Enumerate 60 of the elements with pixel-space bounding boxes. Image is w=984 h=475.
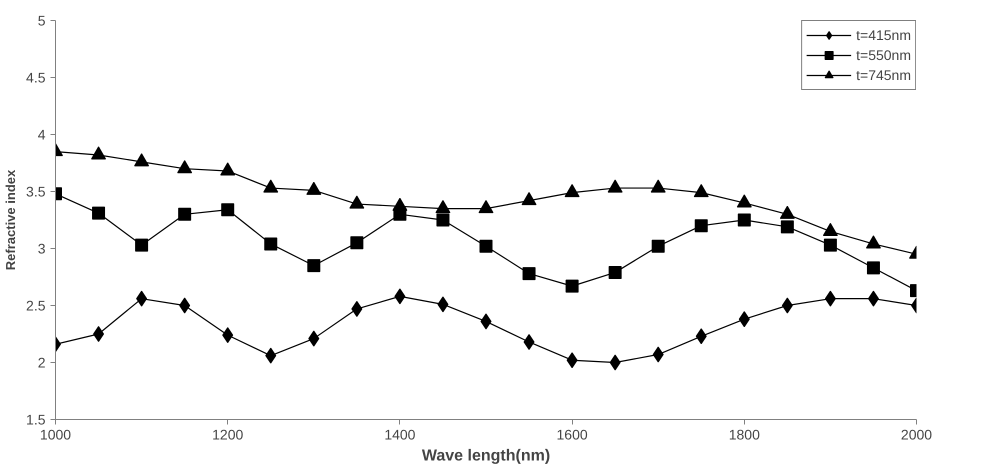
point [694, 219, 708, 232]
legend-label: t=550nm [856, 47, 911, 63]
point [349, 195, 364, 209]
legend-label: t=415nm [856, 27, 911, 43]
point [650, 179, 666, 193]
point [822, 222, 838, 236]
point [610, 354, 621, 370]
y-tick-label: 4.5 [26, 70, 46, 86]
x-tick-label: 2000 [900, 426, 932, 442]
point [866, 235, 881, 248]
point [780, 220, 794, 234]
point [92, 206, 106, 220]
point [564, 184, 580, 198]
point [522, 267, 536, 280]
y-tick-label: 3 [38, 240, 46, 256]
point [738, 214, 751, 226]
point [652, 240, 665, 253]
x-tick-label: 1200 [212, 426, 244, 442]
point [263, 179, 278, 193]
x-tick-label: 1400 [384, 426, 416, 442]
point [522, 192, 537, 206]
x-tick-label: 1800 [728, 426, 760, 442]
point [179, 298, 190, 314]
point [220, 162, 236, 176]
y-tick-label: 4 [38, 126, 46, 142]
x-tick-label: 1000 [40, 426, 72, 442]
point [608, 179, 623, 193]
y-tick-label: 3.5 [26, 184, 46, 200]
point [392, 198, 408, 211]
y-tick-label: 2 [38, 354, 46, 370]
y-axis-title: Refractive index [3, 169, 18, 270]
y-tick-label: 1.5 [26, 412, 46, 428]
point [91, 146, 106, 160]
point [264, 237, 278, 250]
point [177, 160, 192, 174]
point [436, 214, 450, 226]
point [782, 298, 793, 314]
point [780, 206, 795, 219]
x-axis-title: Wave length(nm) [422, 448, 550, 464]
x-tick-label: 1600 [556, 426, 588, 442]
point [306, 182, 322, 195]
point [134, 153, 150, 166]
point [350, 236, 364, 250]
point [480, 240, 492, 253]
point [608, 266, 622, 279]
point [221, 203, 234, 216]
y-tick-label: 5 [38, 12, 46, 28]
y-tick-label: 2.5 [26, 298, 46, 314]
point [566, 280, 579, 293]
legend-label: t=745nm [856, 67, 911, 83]
point [478, 200, 494, 214]
point [694, 184, 709, 198]
point [435, 200, 450, 214]
point [824, 238, 837, 252]
point [736, 194, 752, 208]
point [866, 261, 880, 274]
point [93, 326, 104, 342]
point [307, 259, 320, 272]
point [178, 208, 192, 221]
point [135, 238, 148, 252]
